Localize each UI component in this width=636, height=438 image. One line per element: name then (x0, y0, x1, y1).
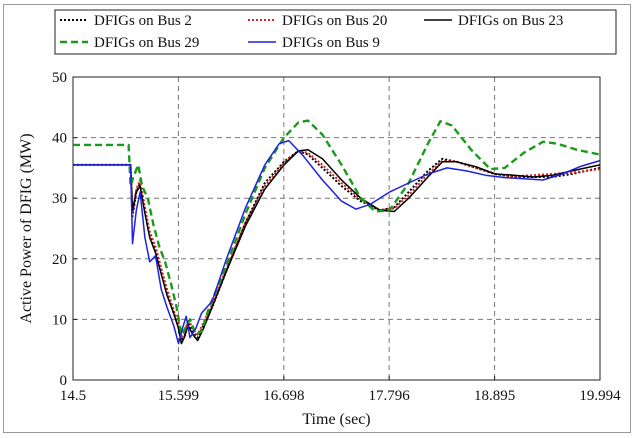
y-tick-label: 0 (60, 373, 68, 389)
series-layer (73, 119, 601, 345)
series-line-3 (73, 148, 601, 345)
x-tick-label: 14.5 (60, 388, 86, 404)
plot-area (72, 76, 601, 381)
series-line-4 (73, 119, 601, 336)
legend-label-3: DFIGs on Bus 23 (458, 13, 563, 29)
y-tick-label: 20 (52, 252, 67, 268)
y-tick-label: 40 (52, 131, 67, 147)
y-tick-label: 10 (52, 312, 67, 328)
x-tick-label: 19.994 (579, 388, 621, 404)
y-tick-label: 50 (52, 70, 67, 86)
series-line-5 (73, 139, 601, 345)
legend-label-5: DFIGs on Bus 9 (282, 35, 380, 51)
legend-box (54, 9, 617, 55)
x-tick-label: 15.599 (158, 388, 199, 404)
y-tick-label: 30 (52, 191, 67, 207)
chart-frame (3, 4, 631, 433)
grid (73, 77, 600, 380)
tick-labels: 14.5 15.599 16.698 17.796 18.895 19.994 0 10 20 3… (52, 70, 621, 404)
series-line-1 (73, 149, 601, 342)
x-tick-label: 17.796 (369, 388, 411, 404)
legend-label-1: DFIGs on Bus 2 (94, 13, 192, 29)
x-axis-label: Time (sec) (302, 411, 370, 428)
y-axis-label: Active Power of DFIG (MW) (18, 133, 35, 323)
x-tick-label: 18.895 (474, 388, 515, 404)
legend-label-2: DFIGs on Bus 20 (282, 13, 387, 29)
legend: DFIGs on Bus 2 DFIGs on Bus 20 DFIGs on Bu… (54, 9, 617, 55)
legend-label-4: DFIGs on Bus 29 (94, 35, 199, 51)
x-tick-label: 16.698 (263, 388, 304, 404)
